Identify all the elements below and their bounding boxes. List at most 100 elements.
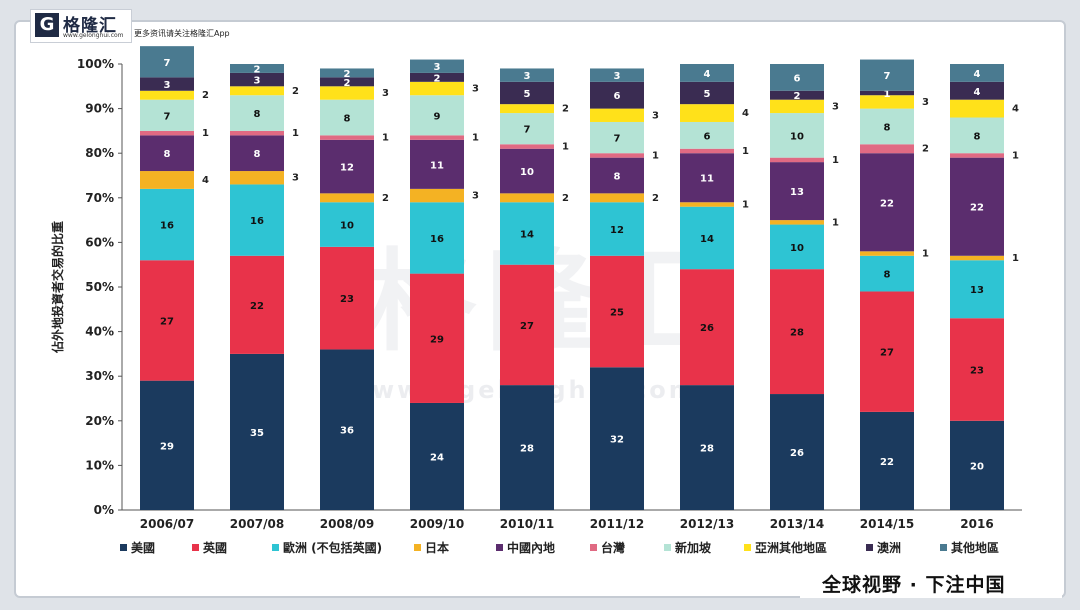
legend-swatch <box>664 544 671 551</box>
bar-segment <box>770 162 824 221</box>
segment-data-label: 14 <box>700 234 714 245</box>
segment-data-label: 16 <box>250 216 264 227</box>
bar-segment <box>230 353 284 510</box>
bar-segment <box>500 264 554 386</box>
segment-data-label: 11 <box>700 174 714 185</box>
segment-data-label: 10 <box>340 221 354 232</box>
outside-data-label: 4 <box>742 108 749 119</box>
bar-segment <box>770 64 824 91</box>
outside-data-label: 1 <box>922 249 929 260</box>
legend-label: 美國 <box>131 540 155 555</box>
x-category-label: 2006/07 <box>140 517 194 531</box>
outside-data-label: 3 <box>922 97 929 108</box>
stacked-bar-chart: 0% 10% 20% 30% 40% 50% 60% 70% 80% 90% 100% 佔外地投資者交… <box>50 46 1022 555</box>
bar-segment <box>770 394 824 510</box>
outside-data-label: 2 <box>292 86 299 97</box>
bar-segment <box>140 188 194 261</box>
x-category-label: 2007/08 <box>230 517 284 531</box>
outside-data-label: 3 <box>832 101 839 112</box>
bar-segment <box>770 269 824 395</box>
legend-swatch <box>866 544 873 551</box>
bar-segment <box>410 95 464 136</box>
segment-data-label: 35 <box>250 428 264 439</box>
bar-segment <box>950 157 1004 256</box>
bar-segment <box>320 135 374 140</box>
bar-segment <box>860 108 914 145</box>
bar-segment <box>590 153 644 158</box>
segment-data-label: 13 <box>970 285 984 296</box>
legend-label: 亞洲其他地區 <box>755 540 827 555</box>
segment-data-label: 12 <box>340 163 354 174</box>
bar-segment <box>680 385 734 510</box>
bar-segment <box>950 117 1004 154</box>
y-tick-label: 90% <box>85 102 114 116</box>
outside-data-label: 4 <box>202 175 209 186</box>
segment-data-label: 22 <box>880 457 894 468</box>
chart-card: 格隆汇 www.gelonghui.com 0%10%20%30%40%50%6… <box>14 20 1066 598</box>
segment-data-label: 10 <box>520 167 534 178</box>
bar-segment <box>230 130 284 136</box>
segment-data-label: 4 <box>974 69 981 80</box>
bar-segment <box>860 95 914 109</box>
bar-segment <box>500 68 554 82</box>
outside-data-label: 4 <box>1012 104 1019 115</box>
bar-segment <box>500 144 554 149</box>
bar-segment <box>140 130 194 136</box>
segment-data-label: 7 <box>884 71 891 82</box>
bar-segment <box>860 59 914 91</box>
segment-data-label: 8 <box>974 131 981 142</box>
segment-data-label: 1 <box>884 89 891 100</box>
outside-data-label: 1 <box>1012 150 1019 161</box>
segment-data-label: 22 <box>250 301 264 312</box>
y-tick-label: 10% <box>85 458 114 472</box>
bar-segment <box>230 135 284 172</box>
bar-segment <box>230 86 284 96</box>
segment-data-label: 22 <box>970 203 984 214</box>
outside-data-label: 1 <box>382 133 389 144</box>
bar-segment <box>680 269 734 386</box>
segment-data-label: 8 <box>614 172 621 183</box>
bar-segment <box>500 104 554 114</box>
segment-data-label: 36 <box>340 426 354 437</box>
bar-segment <box>950 99 1004 118</box>
legend-label: 澳洲 <box>877 540 901 555</box>
outside-data-label: 3 <box>382 88 389 99</box>
bar-segment <box>500 385 554 510</box>
bar-segment <box>590 367 644 510</box>
bar-segment <box>320 99 374 136</box>
outside-data-label: 2 <box>202 90 209 101</box>
segment-data-label: 12 <box>610 225 624 236</box>
segment-data-label: 3 <box>434 62 441 73</box>
bar-segment <box>230 171 284 185</box>
segment-data-label: 13 <box>790 187 804 198</box>
bar-segment <box>950 153 1004 158</box>
bar-segment <box>500 113 554 145</box>
segment-data-label: 5 <box>704 89 711 100</box>
legend-swatch <box>192 544 199 551</box>
brand-logo[interactable]: G 格隆汇 www.gelonghui.com <box>30 9 132 43</box>
outside-data-label: 3 <box>472 191 479 202</box>
bar-segment <box>410 188 464 203</box>
segment-data-label: 11 <box>430 160 444 171</box>
bar-segment <box>500 202 554 265</box>
bar-segment <box>950 318 1004 421</box>
segment-data-label: 29 <box>160 441 174 452</box>
segment-data-label: 7 <box>164 58 171 69</box>
bar-segment <box>320 193 374 203</box>
bar-segment <box>590 193 644 203</box>
segment-data-label: 4 <box>704 69 711 80</box>
segment-data-label: 28 <box>790 328 804 339</box>
bar-segment <box>590 202 644 256</box>
bar-segment <box>230 184 284 256</box>
bar-segment <box>320 202 374 247</box>
legend-swatch <box>272 544 279 551</box>
outside-data-label: 3 <box>292 173 299 184</box>
outside-data-label: 1 <box>652 150 659 161</box>
bar-segment <box>410 202 464 274</box>
legend-label: 日本 <box>425 540 449 555</box>
bar-segment <box>140 171 194 189</box>
bar-segment <box>590 81 644 109</box>
bar-segment <box>680 121 734 149</box>
bar-segment <box>500 81 554 105</box>
bar-segment <box>770 157 824 163</box>
